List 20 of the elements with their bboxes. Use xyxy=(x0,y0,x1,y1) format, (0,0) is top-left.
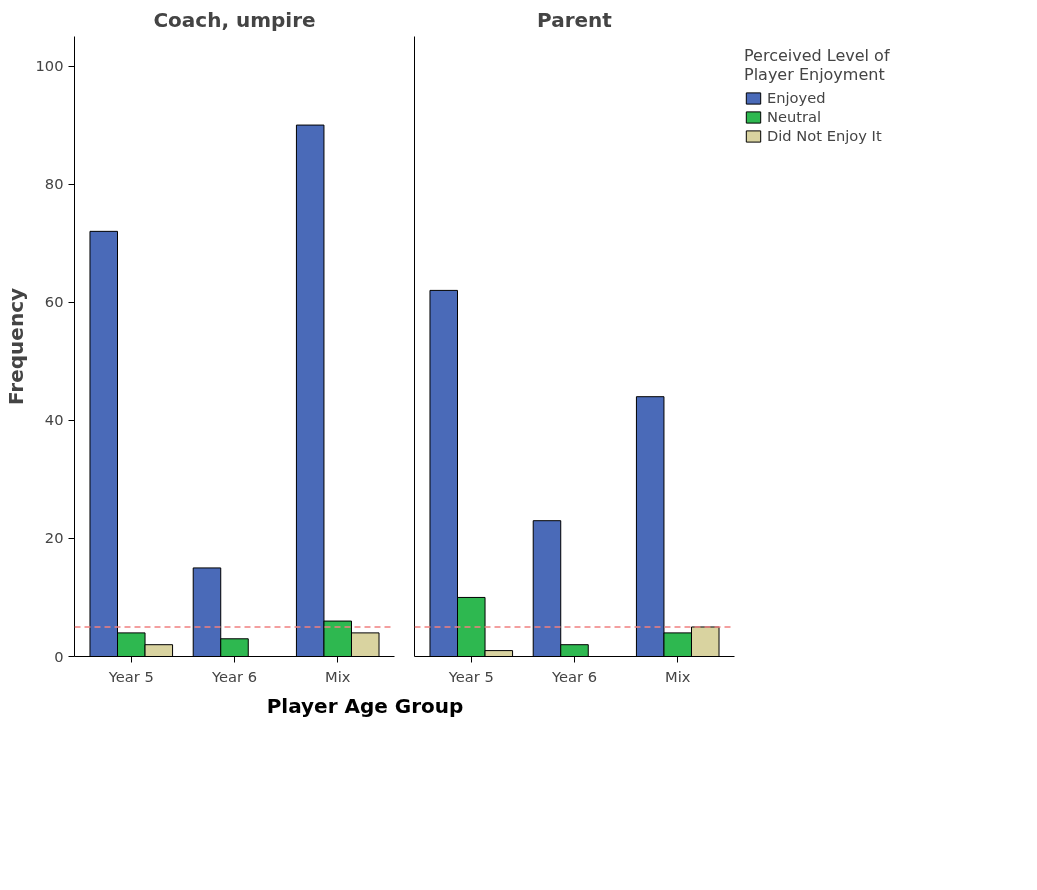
y-tick-label: 20 xyxy=(44,529,64,547)
y-tick-label: 60 xyxy=(44,293,64,311)
x-tick-label: Year 6 xyxy=(210,667,258,685)
legend-label: Did Not Enjoy It xyxy=(767,127,882,144)
y-tick-label: 40 xyxy=(44,411,64,429)
legend-label: Neutral xyxy=(767,108,822,125)
chart-title: Parent xyxy=(537,7,613,32)
legend-title: Perceived Level of Player Enjoyment xyxy=(744,46,890,84)
x-tick-label: Year 6 xyxy=(550,667,598,685)
y-axis-title: Frequency xyxy=(3,287,28,406)
chart-title: Coach, umpire xyxy=(153,7,316,32)
x-axis-title: Player Age Group xyxy=(266,693,464,720)
x-tick-label: Year 5 xyxy=(107,667,154,685)
legend-label: Enjoyed xyxy=(767,89,826,106)
x-tick-label: Mix xyxy=(325,667,351,685)
y-tick-label: 0 xyxy=(54,647,64,665)
y-tick-label: 80 xyxy=(44,175,64,193)
x-tick-label: Year 5 xyxy=(447,667,494,685)
x-tick-label: Mix xyxy=(665,667,691,685)
y-tick-label: 100 xyxy=(35,57,64,75)
